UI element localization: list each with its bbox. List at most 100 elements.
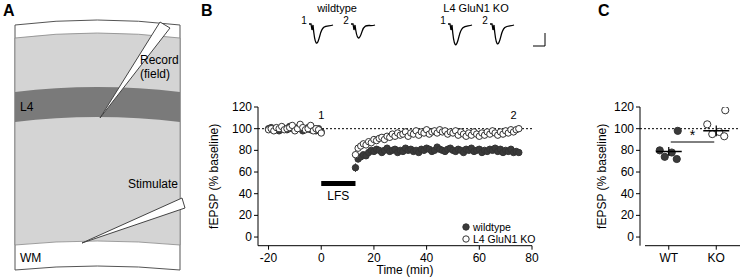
x-tick <box>479 246 480 250</box>
lfs-label: LFS <box>327 189 349 203</box>
panel-label: C <box>598 2 610 19</box>
point <box>318 130 324 136</box>
y-tick-label: 20 <box>239 208 253 222</box>
y-tick-label: 40 <box>239 187 253 201</box>
x-tick <box>373 246 374 250</box>
y-tick-label: 100 <box>614 122 634 136</box>
legend-marker <box>463 224 469 230</box>
panel-label: A <box>3 2 15 19</box>
x-tick <box>532 246 533 250</box>
y-axis-label: fEPSP (% baseline) <box>207 124 221 229</box>
point <box>352 164 358 170</box>
y-tick <box>636 150 640 151</box>
point <box>722 107 729 114</box>
y-tick <box>636 107 640 108</box>
point <box>661 153 668 160</box>
y-axis <box>640 107 641 246</box>
figure: ABCRecord(field)L4StimulateWM02040608010… <box>0 0 750 278</box>
y-tick <box>636 128 640 129</box>
trace-label: 2 <box>482 15 488 26</box>
y-tick-label: 100 <box>232 122 252 136</box>
layer-band <box>15 87 180 122</box>
panel-label: B <box>201 2 213 19</box>
y-tick <box>254 237 258 238</box>
y-tick <box>254 215 258 216</box>
y-tick <box>254 128 258 129</box>
y-tick <box>254 172 258 173</box>
trace <box>448 24 472 45</box>
inset-label: L4 GluN1 KO <box>443 2 509 14</box>
trace <box>351 24 375 38</box>
point <box>674 127 681 134</box>
y-tick-label: 120 <box>614 100 634 114</box>
legend-marker <box>463 236 469 242</box>
lfs-bar <box>321 181 355 186</box>
slice-diagram: Record(field) L4 Stimulate WM <box>15 20 185 270</box>
x-tick-label: -20 <box>260 251 278 265</box>
y-tick-label: 80 <box>239 143 253 157</box>
x-tick-label: 0 <box>318 251 325 265</box>
x-axis <box>645 245 740 246</box>
significance-label: * <box>690 127 696 143</box>
x-tick-label: KO <box>708 251 725 265</box>
y-tick-label: 0 <box>627 230 634 244</box>
x-axis <box>258 245 532 246</box>
y-tick-label: 60 <box>239 165 253 179</box>
trace <box>490 24 514 44</box>
scale-bar <box>533 33 545 46</box>
mean-line <box>703 130 729 132</box>
record-label: Record <box>140 53 179 67</box>
timepoint-label: 2 <box>510 109 516 121</box>
inset-label: wildtype <box>316 2 357 14</box>
slice-outline <box>15 20 180 270</box>
y-tick-label: 20 <box>621 208 635 222</box>
y-tick-label: 60 <box>621 165 635 179</box>
timepoint-label: 1 <box>318 109 324 121</box>
series <box>265 123 522 172</box>
trace-label: 1 <box>440 15 446 26</box>
stimulate-label: Stimulate <box>128 177 178 191</box>
record-label: (field) <box>140 67 170 81</box>
x-tick <box>668 246 669 250</box>
record-pipette <box>100 22 170 118</box>
x-tick <box>716 246 717 250</box>
series <box>265 121 522 159</box>
y-tick <box>636 193 640 194</box>
plot-area <box>640 107 740 163</box>
chart-b: 020406080100120-20020406080Time (min)fEP… <box>207 2 545 277</box>
y-tick-label: 0 <box>245 230 252 244</box>
plot-area <box>258 121 532 172</box>
chart-c: 020406080100120fEPSP (% baseline)WTKO* <box>595 100 740 265</box>
legend-label: L4 GluN1 KO <box>473 233 535 245</box>
y-tick <box>636 215 640 216</box>
stimulate-pipette <box>82 198 185 243</box>
y-tick <box>254 107 258 108</box>
legend-label: wildtype <box>472 221 511 233</box>
x-tick <box>426 246 427 250</box>
y-axis <box>258 107 259 246</box>
point <box>516 125 522 131</box>
wm-label: WM <box>20 251 41 265</box>
point <box>656 147 663 154</box>
y-tick-label: 80 <box>621 143 635 157</box>
x-tick-label: WT <box>659 251 678 265</box>
y-tick <box>636 172 640 173</box>
x-tick-label: 60 <box>473 251 487 265</box>
trace <box>309 24 333 43</box>
point <box>516 149 522 155</box>
y-tick <box>254 150 258 151</box>
trace-label: 1 <box>301 15 307 26</box>
x-tick-label: 80 <box>525 251 539 265</box>
y-tick <box>254 193 258 194</box>
x-tick <box>268 246 269 250</box>
point <box>704 121 711 128</box>
y-tick-label: 120 <box>232 100 252 114</box>
trace-label: 2 <box>343 15 349 26</box>
point <box>673 155 680 162</box>
point <box>721 133 728 140</box>
layer-label: L4 <box>20 100 34 114</box>
x-tick <box>321 246 322 250</box>
y-tick <box>636 237 640 238</box>
y-axis-label: fEPSP (% baseline) <box>595 124 609 229</box>
mean-line <box>656 151 682 153</box>
